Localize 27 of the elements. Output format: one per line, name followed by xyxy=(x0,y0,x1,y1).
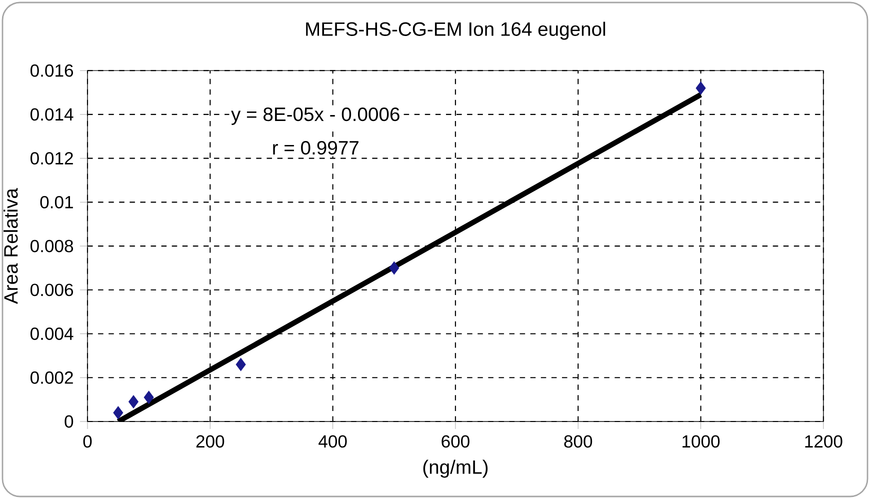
point xyxy=(144,390,154,404)
y-tick-label: 0.016 xyxy=(30,64,74,77)
x-tick-label: 0 xyxy=(83,435,92,448)
point xyxy=(128,395,138,408)
y-tick-label: 0.004 xyxy=(30,328,74,340)
y-tick-label: 0.002 xyxy=(30,371,73,384)
y-tick-label: 0.008 xyxy=(30,240,74,252)
x-tick-label: 600 xyxy=(442,435,470,448)
y-tick-label: 0.01 xyxy=(40,196,73,208)
x-tick-label: 1200 xyxy=(805,435,842,448)
point xyxy=(389,261,400,274)
y-tick-label: 0 xyxy=(64,415,74,428)
x-tick-label: 200 xyxy=(196,435,224,448)
y-tick-label: 0.014 xyxy=(30,108,74,121)
x-tick-label: 800 xyxy=(564,435,592,448)
point xyxy=(113,406,124,420)
point xyxy=(236,358,246,371)
annotation: r = 0.9977 xyxy=(273,140,358,155)
x-tick-label: 400 xyxy=(318,435,347,448)
annotation: y = 8E-05x - 0.0006 xyxy=(231,107,400,125)
y-axis-title: Area Relativa xyxy=(4,188,18,304)
x-tick-label: 1000 xyxy=(682,435,720,448)
y-tick-label: 0.012 xyxy=(30,152,73,165)
chart-title: MEFS-HS-CG-EM Ion 164 eugenol xyxy=(306,22,606,40)
x-axis-title: (ng/mL) xyxy=(423,460,488,478)
point xyxy=(696,82,706,95)
y-tick-label: 0.006 xyxy=(30,284,74,296)
